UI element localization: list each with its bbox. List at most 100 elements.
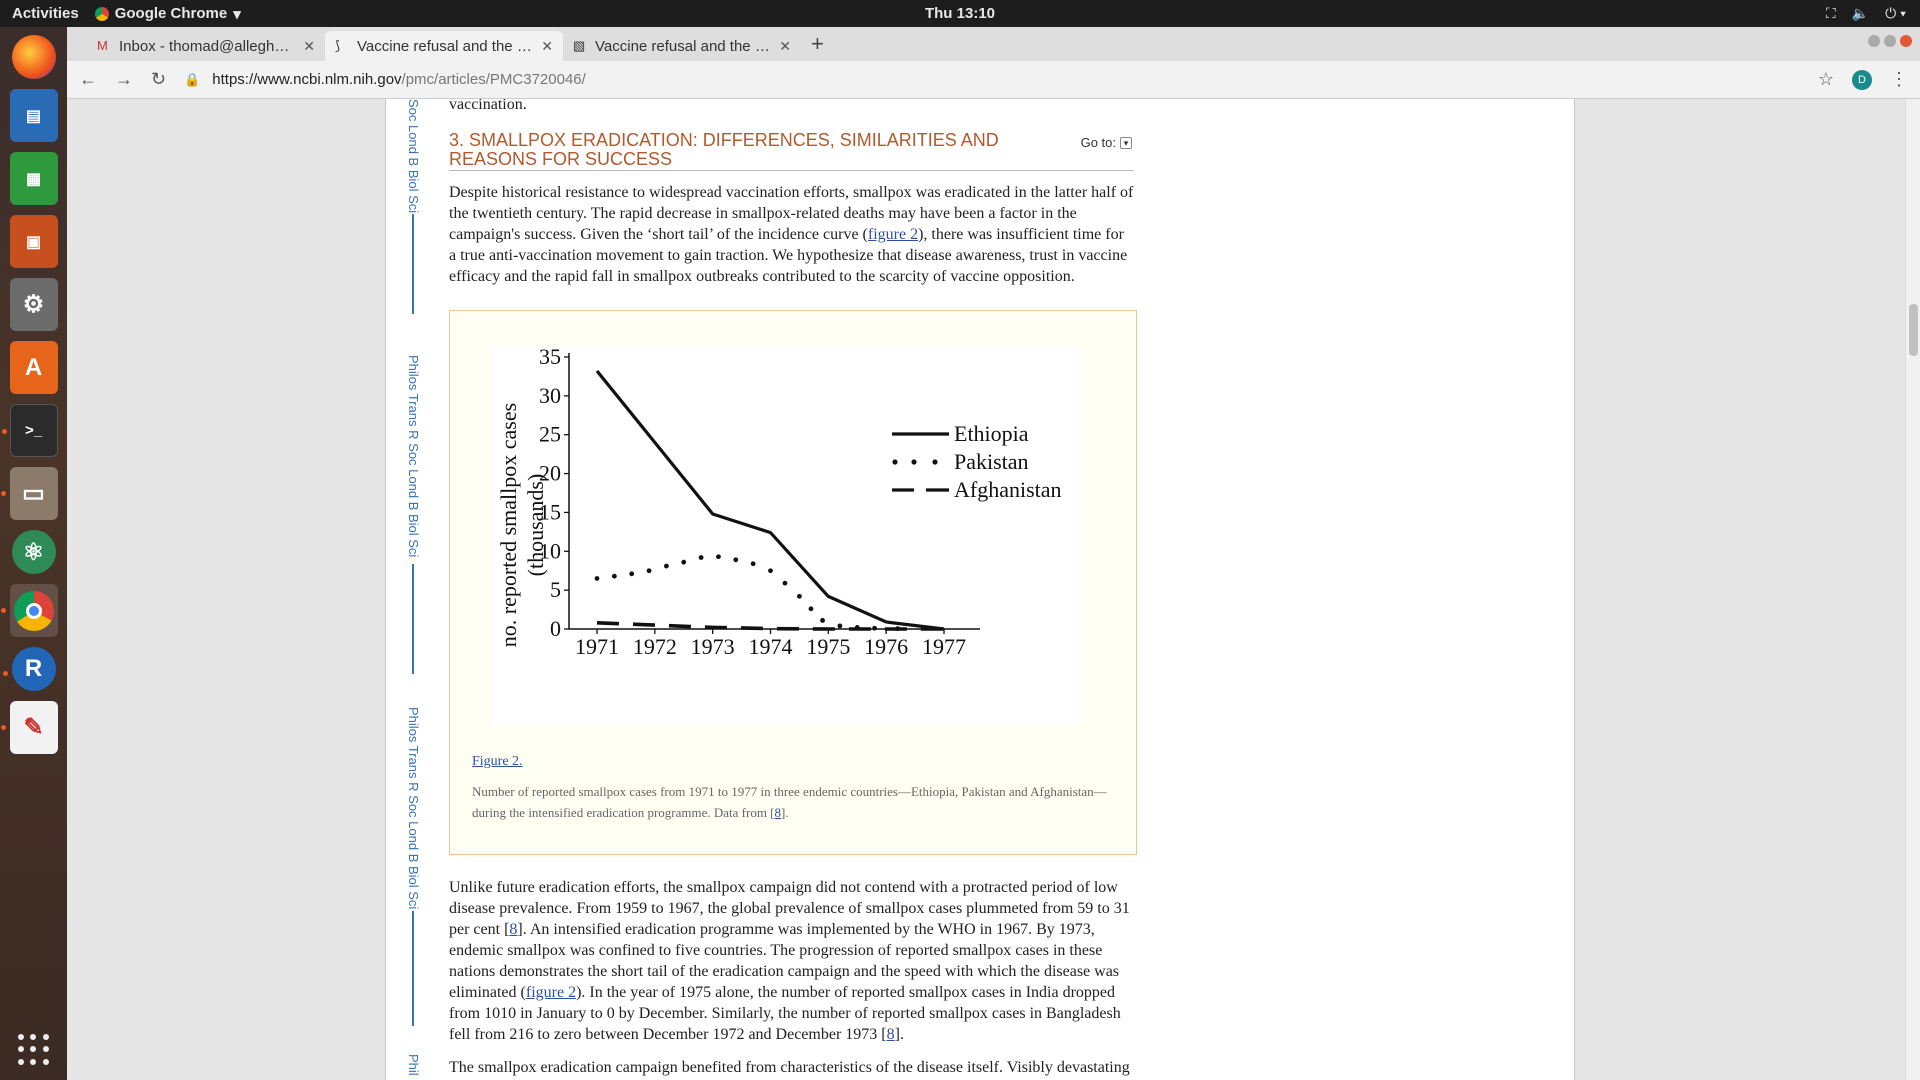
impress-icon[interactable]: ▣ xyxy=(9,215,58,268)
pakistan-point xyxy=(733,557,739,563)
system-tray[interactable]: ⛶ 🔈 ⏻ ▾ xyxy=(1826,5,1906,22)
page-viewport: Soc Lond B Biol Sci Philos Trans R Soc L… xyxy=(67,99,1920,1080)
pakistan-point xyxy=(681,559,687,565)
r-icon[interactable]: R xyxy=(2,647,56,691)
activities-button[interactable]: Activities xyxy=(12,5,79,22)
figure-label-link[interactable]: Figure 2. xyxy=(472,754,523,769)
chart-legend: Ethiopia Pakistan Afghanistan xyxy=(892,421,1062,502)
evince-icon[interactable]: ✎ xyxy=(0,701,58,754)
y-tick-label: 30 xyxy=(539,383,561,408)
menu-kebab-icon[interactable]: ⋮ xyxy=(1890,69,1908,89)
figure-2-thumbnail[interactable]: 0 5 10 15 20 25 30 35 1971 1972 1973 1974 1975 1976 1… xyxy=(494,344,1080,724)
p1-text-b: ), there was insufficient time for a tru… xyxy=(449,226,1128,285)
pakistan-point xyxy=(782,580,788,586)
goto-menu[interactable]: Go to: ▾ xyxy=(1081,132,1132,153)
pakistan-point xyxy=(664,563,669,569)
files-icon[interactable]: ▭ xyxy=(0,467,58,520)
tab-vaccine-active[interactable]: ⟆ Vaccine refusal and the endgame ✕ xyxy=(325,31,563,61)
profile-avatar[interactable]: D xyxy=(1852,69,1872,90)
address-bar[interactable]: 🔒 https://www.ncbi.nlm.nih.gov/pmc/artic… xyxy=(184,65,1800,95)
p2-text-b: ]. An intensified eradication programme … xyxy=(449,921,1120,1001)
minimize-icon[interactable] xyxy=(1868,35,1880,47)
rail-label[interactable]: Philos Trans R Soc Lond B Biol Sci xyxy=(406,355,421,558)
new-tab-button[interactable]: + xyxy=(811,31,824,56)
rail-label[interactable]: Phil xyxy=(406,1054,421,1076)
chevron-down-icon: ▾ xyxy=(1120,136,1132,149)
figure-2-link[interactable]: figure 2 xyxy=(867,226,919,243)
pakistan-point xyxy=(837,623,843,629)
chrome-icon[interactable] xyxy=(0,584,58,637)
reload-icon[interactable]: ↻ xyxy=(151,69,167,89)
rail-label[interactable]: Philos Trans R Soc Lond B Biol Sci xyxy=(406,707,421,910)
bookmark-star-icon[interactable]: ☆ xyxy=(1817,69,1834,89)
ref-8-link[interactable]: 8 xyxy=(774,805,782,820)
software-icon[interactable]: A xyxy=(9,341,58,394)
lock-icon[interactable]: 🔒 xyxy=(184,71,201,87)
close-icon[interactable]: ✕ xyxy=(779,37,791,54)
journal-rail: Soc Lond B Biol Sci Philos Trans R Soc L… xyxy=(406,99,421,1080)
x-tick-label: 1974 xyxy=(749,634,793,659)
legend-swatch-dot xyxy=(911,459,917,465)
previous-paragraph-tail: vaccination. xyxy=(449,99,527,113)
pakistan-point xyxy=(611,573,617,579)
volume-icon[interactable]: 🔈 xyxy=(1851,5,1870,21)
y-tick-label: 20 xyxy=(539,461,561,486)
y-label-line1: no. reported smallpox cases xyxy=(496,403,521,647)
y-tick-label: 35 xyxy=(539,347,561,369)
atom-icon[interactable]: ⚛ xyxy=(11,530,56,574)
rail-label[interactable]: Soc Lond B Biol Sci xyxy=(406,99,421,214)
paragraph-2: Unlike future eradication efforts, the s… xyxy=(449,877,1134,1045)
tab-inbox[interactable]: M Inbox - thomad@allegheny.edu ✕ xyxy=(87,31,325,61)
y-ticks: 0 5 10 15 20 25 30 35 xyxy=(539,344,569,641)
pakistan-point xyxy=(820,618,825,623)
network-icon[interactable]: ⛶ xyxy=(1825,5,1836,21)
show-applications-button[interactable] xyxy=(18,1034,50,1066)
clock[interactable]: Thu 13:10 xyxy=(924,5,996,22)
ncbi-icon: ⟆ xyxy=(335,38,341,53)
pakistan-point xyxy=(716,554,721,560)
close-icon[interactable]: ✕ xyxy=(541,37,553,54)
legend-label: Pakistan xyxy=(954,449,1029,474)
p2-text-a: Unlike future eradication efforts, the s… xyxy=(449,879,1130,938)
tab-label: Inbox - thomad@allegheny.edu xyxy=(119,37,295,55)
tab-label: Vaccine refusal and the endgame xyxy=(595,37,772,55)
document-icon: ▧ xyxy=(573,38,586,53)
paragraph-3: The smallpox eradication campaign benefi… xyxy=(449,1059,1130,1076)
x-tick-label: 1976 xyxy=(864,634,908,659)
settings-icon[interactable]: ⚙ xyxy=(9,278,58,331)
ref-8-link[interactable]: 8 xyxy=(509,921,518,938)
caption-text-a: Number of reported smallpox cases from 1… xyxy=(472,784,1107,820)
terminal-icon[interactable]: >_ xyxy=(1,404,58,457)
maximize-icon[interactable] xyxy=(1884,35,1896,47)
chevron-down-icon: ▾ xyxy=(233,5,241,23)
url-host: https://www.ncbi.nlm.nih.gov xyxy=(212,71,402,88)
pakistan-point xyxy=(797,593,802,599)
window-close-icon[interactable] xyxy=(1900,35,1912,47)
close-icon[interactable]: ✕ xyxy=(303,37,315,54)
rail-line xyxy=(412,564,414,674)
rail-line xyxy=(412,214,414,314)
power-icon[interactable]: ⏻ ▾ xyxy=(1885,5,1906,21)
figure-2-link[interactable]: figure 2 xyxy=(525,984,577,1001)
page-scrollbar[interactable] xyxy=(1905,99,1920,1080)
back-arrow-icon[interactable]: ← xyxy=(79,69,97,89)
legend-label: Ethiopia xyxy=(954,421,1029,446)
pakistan-point xyxy=(750,561,756,567)
dock: ▤ ▦ ▣ ⚙ A >_ ▭ ⚛ R ✎ xyxy=(0,27,67,1080)
chart-series xyxy=(594,369,945,632)
x-tick-label: 1975 xyxy=(806,634,850,659)
writer-icon[interactable]: ▤ xyxy=(9,89,58,142)
paragraph-1: Despite historical resistance to widespr… xyxy=(449,182,1134,287)
scrollbar-thumb[interactable] xyxy=(1909,304,1918,356)
calc-icon[interactable]: ▦ xyxy=(9,152,58,205)
forward-arrow-icon[interactable]: → xyxy=(115,69,133,89)
y-tick-label: 5 xyxy=(550,577,561,602)
section-title: 3. SMALLPOX ERADICATION: DIFFERENCES, SI… xyxy=(449,130,999,169)
y-tick-label: 15 xyxy=(539,499,561,524)
tab-vaccine-2[interactable]: ▧ Vaccine refusal and the endgame ✕ xyxy=(563,31,801,61)
app-menu[interactable]: Google Chrome ▾ xyxy=(94,5,241,23)
y-label-line2: (thousands) xyxy=(523,474,548,577)
firefox-icon[interactable] xyxy=(11,35,56,79)
ref-8-link[interactable]: 8 xyxy=(886,1026,895,1043)
pakistan-point xyxy=(768,568,773,574)
